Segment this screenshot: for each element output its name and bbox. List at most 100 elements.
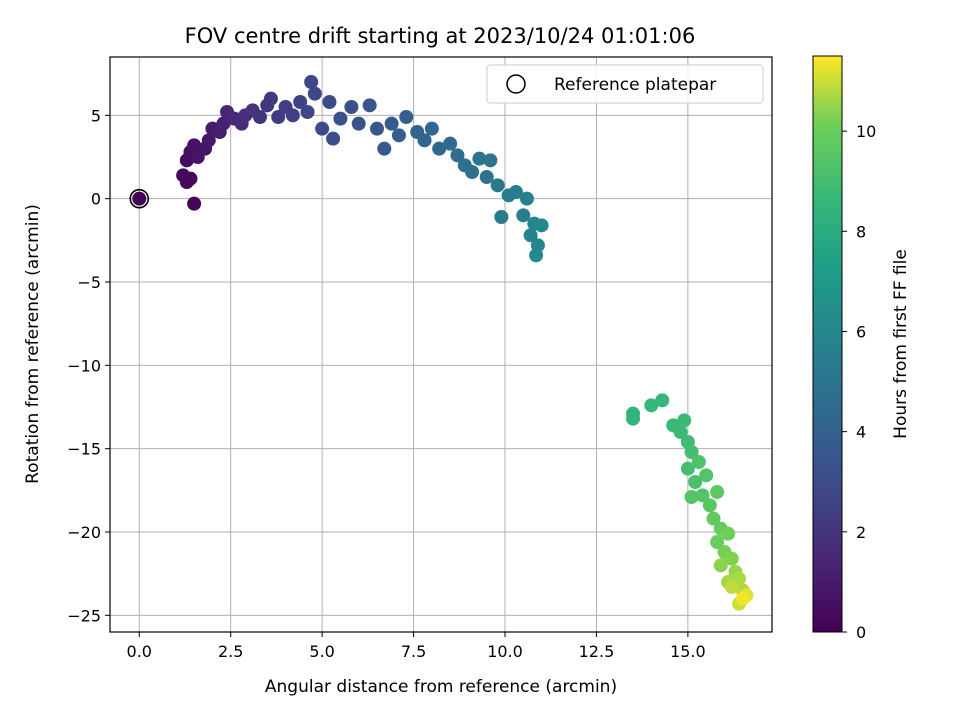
data-point <box>322 95 337 109</box>
points-layer <box>129 75 754 611</box>
legend: Reference platepar <box>486 64 764 104</box>
data-point <box>132 191 147 206</box>
colorbar-tick-label: 0 <box>856 623 866 642</box>
data-point <box>307 86 322 101</box>
colorbar-label: Hours from first FF file <box>891 249 911 439</box>
data-point <box>450 148 465 163</box>
data-point <box>187 196 202 211</box>
data-point <box>483 153 498 168</box>
chart-title: FOV centre drift starting at 2023/10/24 … <box>185 24 696 48</box>
ticks-layer: 0.0 2.5 5.0 7.5 10.0 12.5 15.0 5 0 −5 −10 −15 −20 −25 <box>67 106 705 661</box>
data-point <box>417 133 432 148</box>
data-point <box>315 121 330 136</box>
colorbar: 0 2 4 6 8 10 Hours from first FF file <box>812 55 911 642</box>
data-point <box>271 110 286 124</box>
data-point <box>710 535 725 549</box>
data-point <box>519 191 534 206</box>
data-point <box>699 468 714 483</box>
data-point <box>721 526 736 541</box>
data-point <box>183 171 198 186</box>
data-point <box>523 228 538 243</box>
data-point <box>187 138 202 153</box>
x-axis-label: Angular distance from reference (arcmin) <box>265 677 617 697</box>
data-point <box>285 108 300 123</box>
legend-box <box>486 64 764 104</box>
y-tick-label: −25 <box>67 606 101 625</box>
plot-frame <box>109 56 773 633</box>
data-point <box>432 141 447 156</box>
data-point <box>391 128 406 143</box>
reference-platepar-marker <box>129 188 150 209</box>
y-tick-label: 0 <box>91 190 101 209</box>
data-point <box>534 218 549 233</box>
x-tick-label: 0.0 <box>127 642 152 661</box>
data-point <box>300 105 315 119</box>
y-tick-label: −20 <box>67 523 101 542</box>
data-point <box>399 110 414 124</box>
data-point <box>673 425 688 439</box>
data-point <box>472 151 487 166</box>
data-point <box>344 100 359 114</box>
data-point <box>479 170 494 184</box>
data-point <box>677 413 692 428</box>
data-point <box>494 210 509 224</box>
grid <box>110 57 772 632</box>
legend-label-reference: Reference platepar <box>554 75 716 95</box>
data-point <box>655 393 670 408</box>
colorbar-tick-label: 4 <box>856 423 866 442</box>
data-point <box>216 116 231 131</box>
data-point <box>490 178 505 193</box>
data-point <box>362 98 377 113</box>
colorbar-gradient <box>812 55 843 633</box>
data-point <box>516 208 531 223</box>
data-point <box>684 490 699 504</box>
data-point <box>680 461 695 476</box>
x-tick-label: 15.0 <box>670 642 706 661</box>
data-point <box>724 580 739 594</box>
data-point <box>252 110 267 124</box>
x-tick-label: 7.5 <box>401 642 426 661</box>
colorbar-tick-label: 8 <box>856 222 866 241</box>
data-point <box>293 95 308 109</box>
data-point <box>684 445 699 459</box>
legend-marker-reference <box>506 74 526 94</box>
data-point <box>691 455 706 469</box>
x-tick-label: 2.5 <box>218 642 243 661</box>
data-point <box>644 398 659 413</box>
data-point <box>529 248 544 263</box>
data-point <box>263 91 278 106</box>
data-point <box>201 133 216 148</box>
y-tick-label: −15 <box>67 440 101 459</box>
y-axis-label: Rotation from reference (arcmin) <box>23 204 43 484</box>
data-point <box>706 511 721 526</box>
x-tick-label: 5.0 <box>309 642 334 661</box>
y-tick-label: 5 <box>91 106 101 125</box>
data-point <box>688 475 703 489</box>
x-tick-label: 10.0 <box>487 642 523 661</box>
data-point <box>326 131 341 146</box>
data-point <box>626 411 641 426</box>
data-point <box>735 591 750 606</box>
data-point <box>377 141 392 156</box>
y-tick-label: −5 <box>77 273 101 292</box>
x-tick-label: 12.5 <box>579 642 615 661</box>
data-point <box>443 136 458 151</box>
y-tick-label: −10 <box>67 356 101 375</box>
colorbar-tick-label: 6 <box>856 322 866 341</box>
data-point <box>333 111 348 126</box>
data-point <box>702 498 717 513</box>
data-point <box>508 185 523 199</box>
data-point <box>424 121 439 136</box>
data-point <box>695 488 710 503</box>
data-point <box>465 165 480 179</box>
data-point <box>384 116 399 131</box>
data-point <box>351 116 366 131</box>
data-point <box>724 551 739 566</box>
colorbar-ticks: 0 2 4 6 8 10 <box>842 122 876 642</box>
colorbar-tick-label: 2 <box>856 523 866 542</box>
data-point <box>304 75 319 89</box>
data-point <box>713 558 728 573</box>
data-point <box>710 485 725 499</box>
data-point <box>369 121 384 136</box>
